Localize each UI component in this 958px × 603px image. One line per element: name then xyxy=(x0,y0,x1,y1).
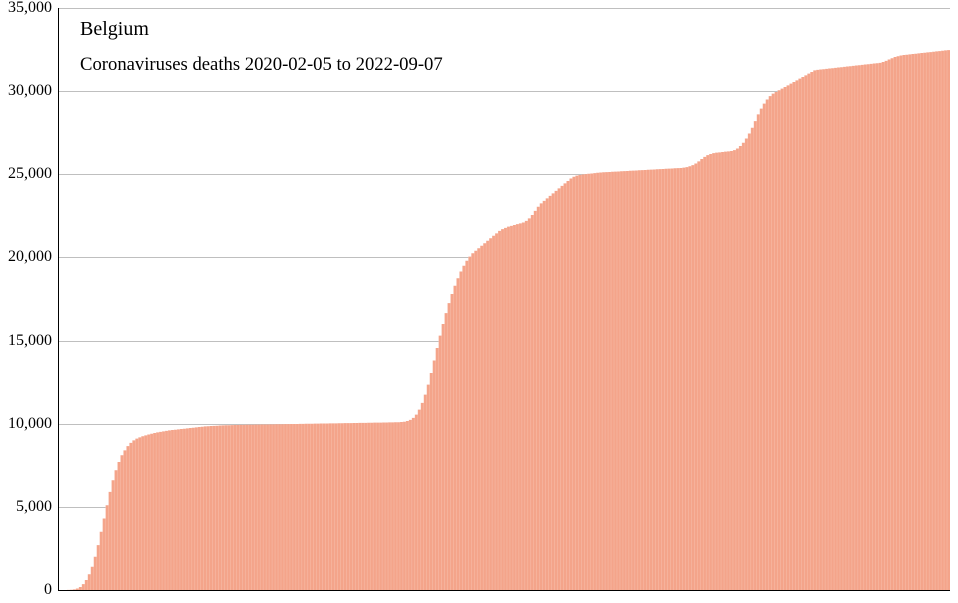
y-tick-label: 20,000 xyxy=(8,248,58,266)
y-tick-label: 15,000 xyxy=(8,332,58,350)
plot-area: 05,00010,00015,00020,00025,00030,00035,0… xyxy=(58,8,950,590)
chart-title-block: Belgium Coronaviruses deaths 2020-02-05 … xyxy=(80,18,443,76)
gridline xyxy=(58,590,950,591)
y-tick-label: 25,000 xyxy=(8,165,58,183)
chart-subtitle: Coronaviruses deaths 2020-02-05 to 2022-… xyxy=(80,54,443,76)
y-tick-label: 35,000 xyxy=(8,0,58,17)
y-tick-label: 10,000 xyxy=(8,415,58,433)
chart-title: Belgium xyxy=(80,18,443,41)
bars xyxy=(58,8,950,590)
chart-container: 0 5,000 10,000 15,000 20,000 25,000 30,000 35,0… xyxy=(0,0,958,603)
y-tick-label: 0 xyxy=(44,581,58,599)
y-tick-label: 30,000 xyxy=(8,82,58,100)
y-tick-label: 5,000 xyxy=(16,498,58,516)
